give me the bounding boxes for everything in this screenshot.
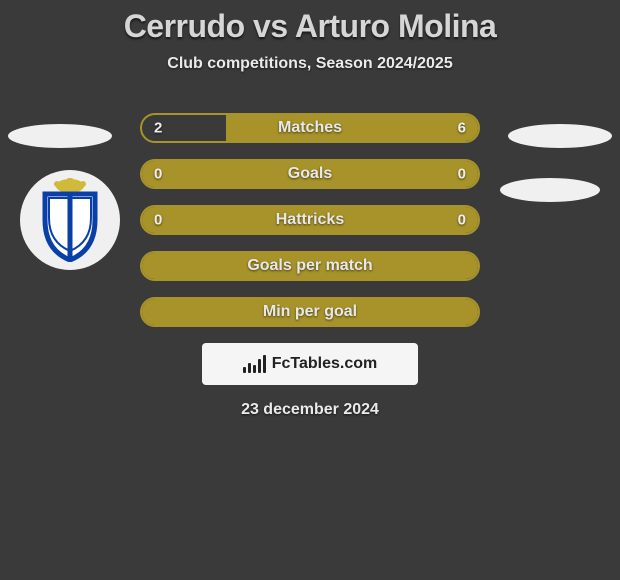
stat-label: Min per goal	[263, 303, 357, 321]
stat-label: Goals per match	[247, 257, 372, 275]
stat-label: Goals	[288, 165, 332, 183]
stat-value-left: 2	[154, 120, 162, 137]
date-label: 23 december 2024	[0, 401, 620, 419]
stat-value-left: 0	[154, 212, 162, 229]
attribution-badge[interactable]: FcTables.com	[202, 343, 418, 385]
shield-icon	[35, 178, 105, 262]
attribution-text: FcTables.com	[272, 355, 378, 373]
stat-fill-right	[226, 115, 478, 141]
stat-row: Min per goal	[140, 297, 480, 327]
player1-badge-placeholder	[8, 124, 112, 148]
stat-value-left: 0	[154, 166, 162, 183]
player2-badge2-placeholder	[500, 178, 600, 202]
player2-badge-placeholder	[508, 124, 612, 148]
stat-row: 0 0 Hattricks	[140, 205, 480, 235]
stat-value-right: 0	[458, 212, 466, 229]
subtitle: Club competitions, Season 2024/2025	[0, 55, 620, 73]
stat-rows: 2 6 Matches 0 0 Goals 0 0 Hattricks Goals per mat…	[140, 113, 480, 327]
stat-row: 2 6 Matches	[140, 113, 480, 143]
stat-row: Goals per match	[140, 251, 480, 281]
comparison-widget: Cerrudo vs Arturo Molina Club competitio…	[0, 0, 620, 419]
stat-label: Matches	[278, 119, 342, 137]
club-crest	[20, 170, 120, 270]
stat-value-right: 6	[458, 120, 466, 137]
bar-chart-icon	[243, 355, 266, 373]
stat-value-right: 0	[458, 166, 466, 183]
stat-row: 0 0 Goals	[140, 159, 480, 189]
stat-label: Hattricks	[276, 211, 344, 229]
page-title: Cerrudo vs Arturo Molina	[0, 8, 620, 45]
